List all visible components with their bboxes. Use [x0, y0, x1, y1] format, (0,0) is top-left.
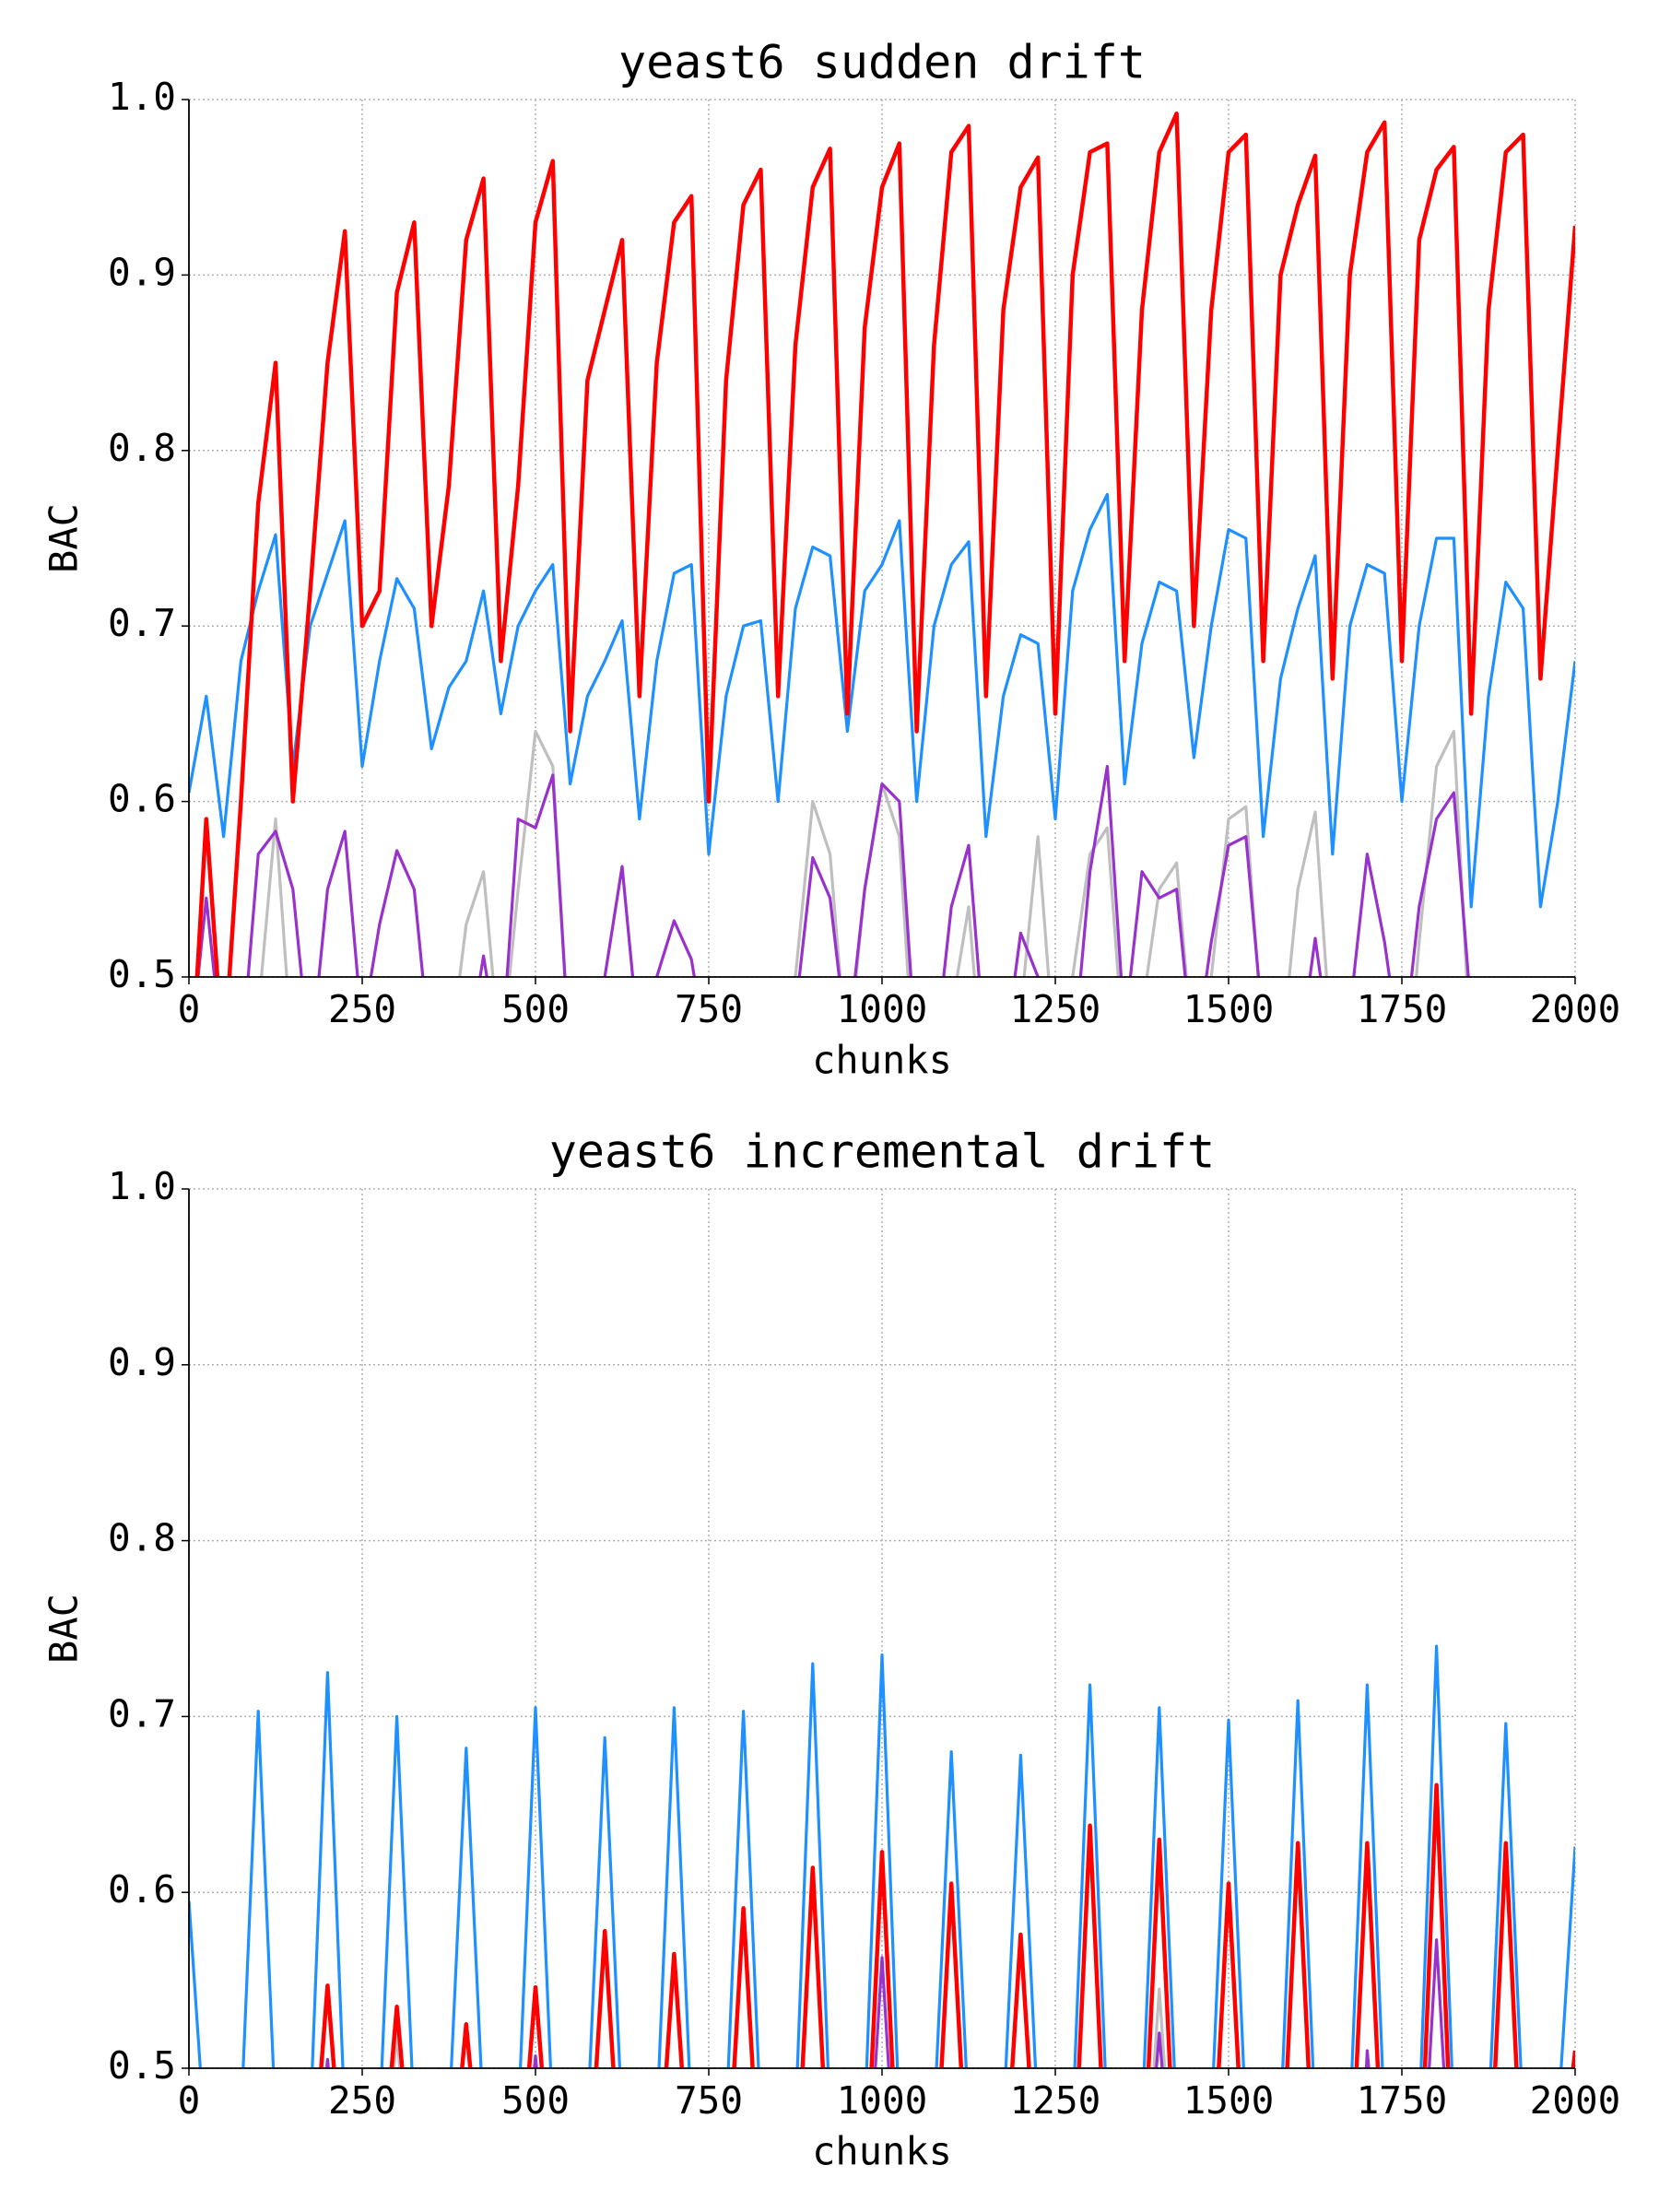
x-tick-label: 750 [675, 987, 743, 1031]
series-line [194, 111, 1575, 977]
series-line [260, 729, 1468, 977]
x-tick-label: 500 [501, 2078, 570, 2123]
series-line [189, 492, 1575, 909]
x-tick-label: 250 [328, 2078, 396, 2123]
x-tick-label: 1750 [1357, 2078, 1448, 2123]
x-tick-label: 250 [328, 987, 396, 1031]
y-axis-label: BAC [41, 503, 87, 573]
series-line [319, 1783, 1575, 2068]
y-tick-label: 0.5 [108, 2043, 176, 2088]
series-line [324, 1938, 1446, 2068]
y-tick-label: 1.0 [108, 1164, 176, 1208]
plot-lines [189, 1644, 1575, 2068]
y-tick-label: 0.6 [108, 1867, 176, 1912]
y-tick-label: 0.9 [108, 1340, 176, 1384]
y-tick-label: 0.9 [108, 250, 176, 294]
x-tick-label: 1250 [1010, 2078, 1101, 2123]
y-tick-label: 0.7 [108, 601, 176, 645]
x-axis-label: chunks [812, 2129, 952, 2174]
y-tick-label: 0.8 [108, 1516, 176, 1560]
x-tick-label: 500 [501, 987, 570, 1031]
x-tick-label: 1000 [837, 987, 928, 1031]
y-tick-label: 0.5 [108, 952, 176, 996]
x-tick-label: 1000 [837, 2078, 928, 2123]
series-line [196, 764, 1470, 977]
y-tick-label: 0.6 [108, 777, 176, 821]
series-line [189, 1644, 1575, 2068]
chart-title: yeast6 incremental drift [549, 1125, 1215, 1179]
x-tick-label: 1250 [1010, 987, 1101, 1031]
x-tick-label: 2000 [1530, 2078, 1621, 2123]
chart-title: yeast6 sudden drift [618, 36, 1146, 89]
x-tick-label: 750 [675, 2078, 743, 2123]
y-tick-label: 1.0 [108, 75, 176, 119]
y-tick-label: 0.7 [108, 1691, 176, 1735]
x-tick-label: 0 [178, 2078, 201, 2123]
x-tick-label: 0 [178, 987, 201, 1031]
x-axis-label: chunks [812, 1038, 952, 1083]
y-axis-label: BAC [41, 1594, 87, 1664]
x-tick-label: 1750 [1357, 987, 1448, 1031]
x-tick-label: 1500 [1183, 2078, 1275, 2123]
y-tick-label: 0.8 [108, 426, 176, 470]
x-tick-label: 1500 [1183, 987, 1275, 1031]
x-tick-label: 2000 [1530, 987, 1621, 1031]
plot-lines [189, 111, 1575, 977]
